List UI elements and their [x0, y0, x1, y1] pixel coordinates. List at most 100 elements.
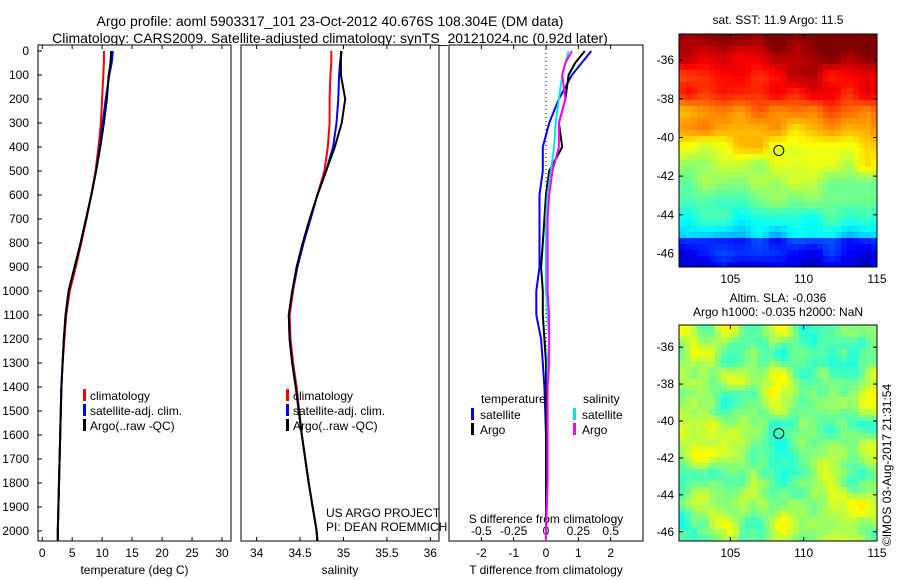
map-cell — [745, 439, 751, 445]
map-cell — [751, 238, 757, 244]
x-tick-label: 0 — [543, 546, 550, 560]
map-cell — [787, 178, 793, 184]
map-cell — [685, 136, 691, 142]
map-cell — [817, 379, 823, 385]
map-cell — [859, 427, 865, 433]
map-cell — [859, 106, 865, 112]
map-cell — [859, 331, 865, 337]
map-cell — [871, 202, 877, 208]
map-cell — [769, 238, 775, 244]
map-cell — [721, 118, 727, 124]
map-cell — [739, 70, 745, 76]
map-cell — [775, 421, 781, 427]
map-cell — [751, 415, 757, 421]
map-cell — [787, 34, 793, 40]
map-cell — [691, 148, 697, 154]
map-cell — [829, 58, 835, 64]
map-cell — [835, 379, 841, 385]
map-cell — [703, 220, 709, 226]
map-cell — [787, 124, 793, 130]
map-cell — [709, 421, 715, 427]
map-cell — [847, 172, 853, 178]
map-cell — [805, 112, 811, 118]
map-cell — [823, 250, 829, 256]
map-cell — [859, 250, 865, 256]
map-cell — [691, 142, 697, 148]
map-cell — [805, 244, 811, 250]
map-cell — [715, 451, 721, 457]
map-cell — [847, 439, 853, 445]
map-cell — [829, 52, 835, 58]
map-cell — [769, 214, 775, 220]
map-cell — [853, 220, 859, 226]
map-cell — [853, 421, 859, 427]
map-cell — [835, 208, 841, 214]
map-cell — [775, 52, 781, 58]
map-cell — [757, 226, 763, 232]
map-cell — [871, 451, 877, 457]
map-cell — [835, 94, 841, 100]
map-cell — [775, 256, 781, 262]
map-cell — [817, 226, 823, 232]
map-cell — [865, 154, 871, 160]
map-cell — [805, 535, 811, 541]
map-cell — [787, 379, 793, 385]
map-cell — [727, 391, 733, 397]
legend-label: Argo(..raw -QC) — [293, 419, 378, 433]
map-cell — [709, 100, 715, 106]
map-cell — [697, 262, 703, 267]
map-cell — [769, 196, 775, 202]
map-cell — [727, 94, 733, 100]
map-cell — [775, 214, 781, 220]
map-cell — [817, 349, 823, 355]
map-cell — [775, 166, 781, 172]
map-cell — [793, 415, 799, 421]
map-cell — [799, 355, 805, 361]
map-cell — [829, 421, 835, 427]
map-y-tick-label: -36 — [657, 340, 675, 354]
map-cell — [679, 184, 685, 190]
map-cell — [787, 373, 793, 379]
map-cell — [865, 337, 871, 343]
map-cell — [727, 403, 733, 409]
map-cell — [733, 130, 739, 136]
map-cell — [685, 202, 691, 208]
map-cell — [781, 349, 787, 355]
map-cell — [709, 70, 715, 76]
map-cell — [739, 325, 745, 331]
map-cell — [685, 46, 691, 52]
map-cell — [709, 373, 715, 379]
map-cell — [775, 82, 781, 88]
map-cell — [811, 385, 817, 391]
map-cell — [781, 361, 787, 367]
map-cell — [841, 208, 847, 214]
map-cell — [721, 451, 727, 457]
map-cell — [691, 511, 697, 517]
map-cell — [679, 220, 685, 226]
map-cell — [739, 256, 745, 262]
map-cell — [709, 238, 715, 244]
map-cell — [847, 34, 853, 40]
map-cell — [859, 367, 865, 373]
map-cell — [685, 457, 691, 463]
map-cell — [787, 433, 793, 439]
map-cell — [721, 475, 727, 481]
map-cell — [817, 160, 823, 166]
map-cell — [727, 457, 733, 463]
map-cell — [829, 511, 835, 517]
map-cell — [745, 391, 751, 397]
legend-label: Argo — [480, 423, 506, 437]
map-cell — [721, 76, 727, 82]
map-cell — [781, 409, 787, 415]
map-cell — [703, 112, 709, 118]
map-cell — [751, 100, 757, 106]
map-cell — [847, 112, 853, 118]
map-cell — [715, 487, 721, 493]
map-cell — [679, 136, 685, 142]
map-cell — [853, 439, 859, 445]
map-cell — [691, 88, 697, 94]
map-cell — [691, 70, 697, 76]
map-cell — [823, 409, 829, 415]
map-cell — [781, 172, 787, 178]
map-cell — [745, 88, 751, 94]
